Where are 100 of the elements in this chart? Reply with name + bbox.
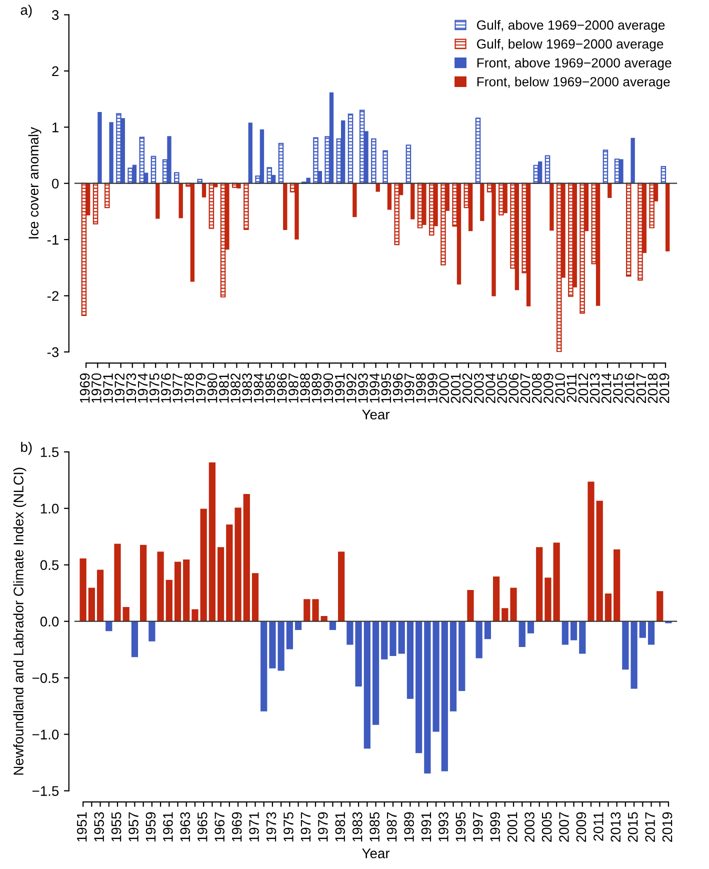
x-tick-label: 1989 [404,812,414,842]
x-tick-label: 2019 [659,373,670,403]
bar [81,182,87,316]
x-tick-label: 1984 [254,373,264,403]
x-tick-label: 1987 [288,373,298,403]
chart-title: a) [20,4,32,18]
bar [475,118,481,184]
bar [550,183,554,231]
x-tick-label: 2002 [462,373,472,403]
bar [608,183,612,198]
bar [394,182,400,246]
y-tick-label: 0 [52,178,59,189]
x-tick-label: 1995 [381,373,392,403]
x-tick-label: 1985 [265,373,276,403]
x-tick-label: 1991 [334,373,345,403]
bar [568,182,574,297]
bar [337,550,346,622]
x-tick-label: 2000 [439,373,450,403]
bar [244,182,249,230]
x-tick-label: 1988 [300,373,310,403]
bar [371,138,376,184]
x-tick-label: 1961 [163,812,173,842]
bar [666,183,670,252]
x-tick-label: 1982 [230,373,240,403]
bar [150,156,156,184]
x-tick-label: 2009 [576,812,586,842]
bar [638,182,643,281]
bar [116,113,122,184]
x-tick-label: 2006 [508,373,519,403]
x-tick-label: 1967 [214,812,225,842]
x-tick-label: 1951 [76,812,87,842]
legend-label: Front, above 1969−2000 average [477,58,672,70]
bar [92,182,98,224]
x-tick-label: 2018 [648,373,658,403]
y-axis-title: Ice cover anomaly [28,127,42,238]
x-tick-label: 1977 [300,812,311,842]
x-tick-label: 2015 [628,812,638,842]
x-tick-label: 1972 [114,373,125,403]
x-tick-label: 2013 [610,812,621,842]
y-tick-label: 0.5 [40,560,59,570]
bar [139,136,145,184]
x-tick-label: 1987 [386,812,397,842]
x-tick-label: 2019 [662,812,672,842]
legend-label: Gulf, below 1969−2000 average [476,38,664,52]
x-tick-label: 1978 [184,373,194,403]
bar [468,183,473,232]
bar [174,172,180,184]
x-tick-label: 1986 [276,373,287,403]
x-tick-label: 1981 [335,812,346,842]
y-tick-label: 1.5 [40,447,59,458]
legend-label: Gulf, above 1969−2000 average [476,20,665,32]
x-tick-label: 1979 [318,812,328,842]
x-tick-label: 1973 [126,373,136,403]
x-tick-label: 1989 [312,373,322,403]
bar [440,182,446,266]
x-tick-label: 1983 [352,812,362,842]
bar [208,182,214,229]
bar [109,122,114,184]
x-tick-label: 1980 [207,373,218,403]
bar [480,183,484,222]
x-tick-label: 2004 [486,373,496,403]
legend-label: Front, below 1969−2000 average [477,76,670,90]
x-tick-label: 1999 [428,373,438,403]
y-tick-label: -2 [47,291,58,301]
x-tick-label: 2007 [559,812,569,842]
x-tick-label: 1965 [197,812,208,842]
bar [139,544,148,622]
y-tick-label: −1.5 [32,786,59,796]
x-tick-label: 1973 [266,812,276,842]
bar [556,182,562,352]
x-tick-label: 1996 [392,373,403,403]
x-tick-label: 1963 [180,812,190,842]
x-tick-label: 2008 [532,373,542,403]
chart-title: b) [21,442,32,455]
y-tick-label: -3 [47,347,59,358]
bar [348,114,354,184]
x-tick-label: 1970 [92,373,102,403]
bar [98,112,102,184]
bar [630,138,635,184]
x-tick-label: 2014 [601,373,612,403]
bar [649,182,654,228]
x-tick-label: 1999 [490,812,500,842]
x-tick-label: 1981 [219,373,229,403]
bar [156,183,160,219]
x-tick-label: 2012 [578,373,588,403]
x-axis-title: Year [362,848,390,858]
y-tick-label: 1.0 [40,504,59,514]
bar [104,182,110,208]
x-tick-label: 1957 [128,812,138,842]
bar [313,137,318,184]
bar [580,182,585,314]
bar [202,183,206,198]
bar [656,590,664,622]
x-tick-label: 1992 [346,373,356,403]
bar [352,183,357,218]
x-tick-label: 2001 [450,373,461,403]
y-axis-title: Newfoundland and Labrador Climate Index (NLCI) [13,468,26,775]
x-tick-label: 1983 [242,373,252,403]
bar [626,182,632,277]
bar [278,142,284,184]
